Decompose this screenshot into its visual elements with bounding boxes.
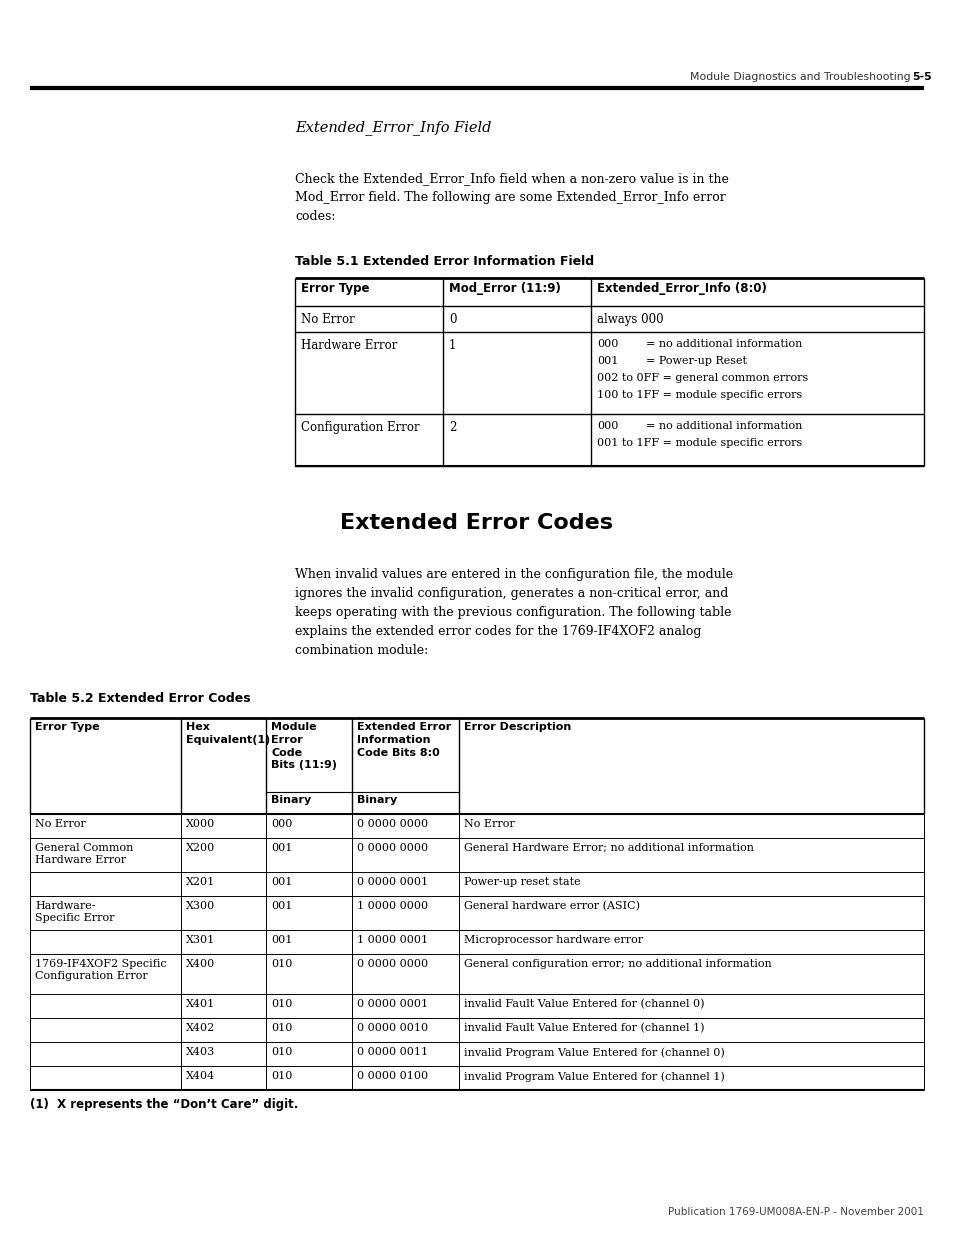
Text: No Error: No Error: [463, 819, 514, 829]
Text: 2: 2: [449, 421, 456, 433]
Text: 1769-IF4XOF2 Specific
Configuration Error: 1769-IF4XOF2 Specific Configuration Erro…: [35, 960, 167, 982]
Text: No Error: No Error: [35, 819, 86, 829]
Text: X403: X403: [186, 1047, 214, 1057]
Text: 001: 001: [271, 935, 293, 945]
Text: 010: 010: [271, 1071, 293, 1081]
Text: combination module:: combination module:: [294, 643, 428, 657]
Text: 0 0000 0010: 0 0000 0010: [356, 1023, 427, 1032]
Text: 001 to 1FF = module specific errors: 001 to 1FF = module specific errors: [597, 438, 801, 448]
Text: 000: 000: [597, 338, 618, 350]
Text: X301: X301: [186, 935, 214, 945]
Text: Table 5.1 Extended Error Information Field: Table 5.1 Extended Error Information Fie…: [294, 254, 594, 268]
Text: keeps operating with the previous configuration. The following table: keeps operating with the previous config…: [294, 606, 731, 619]
Text: Hardware Error: Hardware Error: [301, 338, 397, 352]
Text: Power-up reset state: Power-up reset state: [463, 877, 579, 887]
Text: General hardware error (ASIC): General hardware error (ASIC): [463, 902, 639, 911]
Text: 100 to 1FF = module specific errors: 100 to 1FF = module specific errors: [597, 390, 801, 400]
Text: Binary: Binary: [356, 795, 396, 805]
Text: (1)  X represents the “Don’t Care” digit.: (1) X represents the “Don’t Care” digit.: [30, 1098, 298, 1112]
Text: invalid Fault Value Entered for (channel 1): invalid Fault Value Entered for (channel…: [463, 1023, 703, 1034]
Text: General Common
Hardware Error: General Common Hardware Error: [35, 844, 133, 866]
Text: = no additional information: = no additional information: [645, 338, 801, 350]
Text: X300: X300: [186, 902, 214, 911]
Text: 002 to 0FF = general common errors: 002 to 0FF = general common errors: [597, 373, 807, 383]
Text: X404: X404: [186, 1071, 214, 1081]
Text: Extended_Error_Info (8:0): Extended_Error_Info (8:0): [597, 282, 766, 295]
Text: Extended Error Codes: Extended Error Codes: [340, 513, 613, 534]
Text: X402: X402: [186, 1023, 214, 1032]
Text: 0 0000 0000: 0 0000 0000: [356, 960, 427, 969]
Text: Binary: Binary: [271, 795, 311, 805]
Text: X401: X401: [186, 999, 214, 1009]
Text: codes:: codes:: [294, 210, 335, 224]
Text: 001: 001: [271, 902, 293, 911]
Text: When invalid values are entered in the configuration file, the module: When invalid values are entered in the c…: [294, 568, 732, 580]
Text: Extended Error
Information
Code Bits 8:0: Extended Error Information Code Bits 8:0: [356, 722, 451, 757]
Text: Extended_Error_Info Field: Extended_Error_Info Field: [294, 120, 491, 135]
Text: Hardware-
Specific Error: Hardware- Specific Error: [35, 902, 114, 924]
Text: 010: 010: [271, 1047, 293, 1057]
Text: 5-5: 5-5: [911, 72, 931, 82]
Text: 0 0000 0001: 0 0000 0001: [356, 999, 427, 1009]
Text: always 000: always 000: [597, 312, 663, 326]
Text: 001: 001: [271, 844, 293, 853]
Text: Check the Extended_Error_Info field when a non-zero value is in the: Check the Extended_Error_Info field when…: [294, 172, 728, 185]
Text: Error Description: Error Description: [463, 722, 570, 732]
Text: Hex
Equivalent(1): Hex Equivalent(1): [186, 722, 270, 745]
Text: 000: 000: [597, 421, 618, 431]
Text: Error Type: Error Type: [301, 282, 369, 295]
Text: = no additional information: = no additional information: [645, 421, 801, 431]
Text: 1 0000 0001: 1 0000 0001: [356, 935, 427, 945]
Text: 000: 000: [271, 819, 293, 829]
Text: Mod_Error field. The following are some Extended_Error_Info error: Mod_Error field. The following are some …: [294, 191, 725, 204]
Text: X000: X000: [186, 819, 214, 829]
Text: explains the extended error codes for the 1769-IF4XOF2 analog: explains the extended error codes for th…: [294, 625, 700, 638]
Text: Module
Error
Code
Bits (11:9): Module Error Code Bits (11:9): [271, 722, 336, 771]
Text: 010: 010: [271, 999, 293, 1009]
Text: 001: 001: [597, 356, 618, 366]
Text: 0 0000 0100: 0 0000 0100: [356, 1071, 427, 1081]
Text: No Error: No Error: [301, 312, 355, 326]
Text: General configuration error; no additional information: General configuration error; no addition…: [463, 960, 770, 969]
Text: 0 0000 0001: 0 0000 0001: [356, 877, 427, 887]
Text: Module Diagnostics and Troubleshooting: Module Diagnostics and Troubleshooting: [689, 72, 910, 82]
Text: invalid Program Value Entered for (channel 0): invalid Program Value Entered for (chann…: [463, 1047, 723, 1057]
Text: invalid Fault Value Entered for (channel 0): invalid Fault Value Entered for (channel…: [463, 999, 703, 1009]
Text: X201: X201: [186, 877, 214, 887]
Text: Publication 1769-UM008A-EN-P - November 2001: Publication 1769-UM008A-EN-P - November …: [667, 1207, 923, 1216]
Text: General Hardware Error; no additional information: General Hardware Error; no additional in…: [463, 844, 753, 853]
Text: Mod_Error (11:9): Mod_Error (11:9): [449, 282, 560, 295]
Text: Configuration Error: Configuration Error: [301, 421, 419, 433]
Text: Microprocessor hardware error: Microprocessor hardware error: [463, 935, 642, 945]
Text: ignores the invalid configuration, generates a non-critical error, and: ignores the invalid configuration, gener…: [294, 587, 727, 600]
Text: Table 5.2 Extended Error Codes: Table 5.2 Extended Error Codes: [30, 692, 251, 705]
Text: 1: 1: [449, 338, 456, 352]
Text: Error Type: Error Type: [35, 722, 99, 732]
Text: 010: 010: [271, 960, 293, 969]
Text: X200: X200: [186, 844, 214, 853]
Text: 0 0000 0000: 0 0000 0000: [356, 844, 427, 853]
Text: = Power-up Reset: = Power-up Reset: [645, 356, 746, 366]
Text: invalid Program Value Entered for (channel 1): invalid Program Value Entered for (chann…: [463, 1071, 723, 1082]
Text: 0 0000 0000: 0 0000 0000: [356, 819, 427, 829]
Text: 0: 0: [449, 312, 456, 326]
Text: 0 0000 0011: 0 0000 0011: [356, 1047, 427, 1057]
Text: 001: 001: [271, 877, 293, 887]
Text: X400: X400: [186, 960, 214, 969]
Text: 1 0000 0000: 1 0000 0000: [356, 902, 427, 911]
Text: 010: 010: [271, 1023, 293, 1032]
